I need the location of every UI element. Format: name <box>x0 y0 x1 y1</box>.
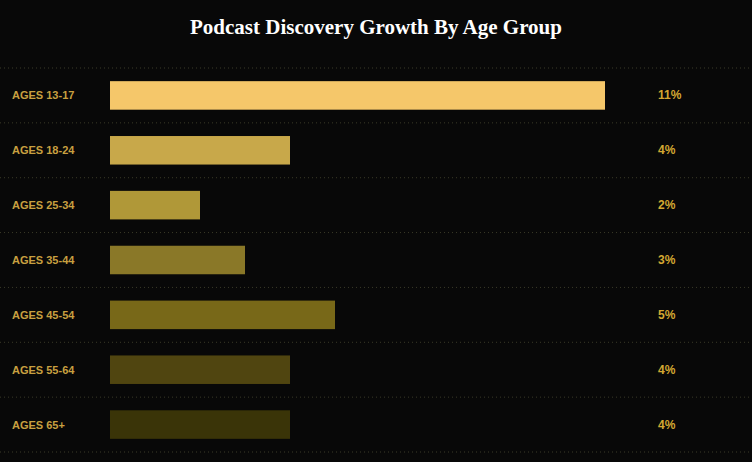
row-divider <box>0 452 752 453</box>
category-label: AGES 55-64 <box>12 364 75 376</box>
data-label: 5% <box>658 308 676 322</box>
bar <box>110 355 290 384</box>
category-label: AGES 18-24 <box>12 144 75 156</box>
data-label: 4% <box>658 418 676 432</box>
bar <box>110 191 200 220</box>
row-divider <box>0 342 752 343</box>
row-divider <box>0 397 752 398</box>
data-label: 4% <box>658 363 676 377</box>
data-label: 4% <box>658 143 676 157</box>
title: Podcast Discovery Growth By Age Group <box>190 15 562 39</box>
category-label: AGES 45-54 <box>12 309 75 321</box>
bar <box>110 410 290 439</box>
category-label: AGES 35-44 <box>12 254 75 266</box>
row-divider <box>0 68 752 69</box>
data-label: 11% <box>658 88 682 102</box>
data-label: 2% <box>658 198 676 212</box>
row-divider <box>0 177 752 178</box>
bars <box>110 81 605 439</box>
bar <box>110 246 245 275</box>
data-label: 3% <box>658 253 676 267</box>
row-divider <box>0 287 752 288</box>
row-divider <box>0 122 752 123</box>
bar <box>110 81 605 110</box>
category-label: AGES 65+ <box>12 419 65 431</box>
row-divider <box>0 232 752 233</box>
background <box>0 0 752 462</box>
category-label: AGES 13-17 <box>12 89 74 101</box>
labels: AGES 13-17 11% AGES 18-24 4% AGES 25-34 2% AGE… <box>12 88 682 431</box>
category-label: AGES 25-34 <box>12 199 75 211</box>
chart: Podcast Discovery Growth By Age Group AGE… <box>0 0 752 462</box>
chart-container: Podcast Discovery Growth By Age Group AGE… <box>0 0 752 462</box>
bar <box>110 301 335 330</box>
bar <box>110 136 290 165</box>
